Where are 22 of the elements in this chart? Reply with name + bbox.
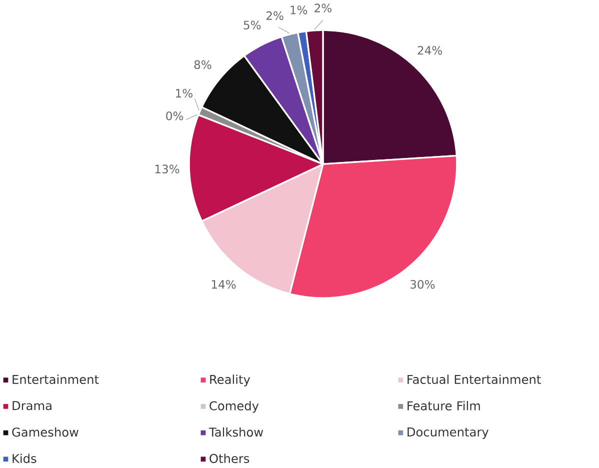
text: 0% xyxy=(166,112,184,120)
data-label: 2% xyxy=(266,11,284,20)
legend-label: Comedy xyxy=(210,401,259,413)
data-label: 30% xyxy=(410,280,435,289)
legend-label: Gameshow xyxy=(12,427,78,437)
legend-label: Others xyxy=(210,454,250,464)
legend-label: Documentary xyxy=(408,428,488,439)
legend-label: Factual Entertainment xyxy=(408,374,541,384)
data-label: 14% xyxy=(212,280,236,289)
data-label: 8% xyxy=(194,60,212,70)
legend-label: Entertainment xyxy=(12,374,99,384)
data-label: 1% xyxy=(176,88,192,98)
data-label: 5% xyxy=(244,20,261,30)
legend-label: Drama xyxy=(12,401,52,410)
data-label: 1% xyxy=(290,6,308,14)
data-label: 2% xyxy=(314,4,332,12)
legend-label: Kids xyxy=(12,454,36,464)
data-label: 24% xyxy=(418,46,442,55)
legend-label: Reality xyxy=(210,374,250,386)
legend-label: Feature Film xyxy=(408,401,480,410)
legend-label: Talkshow xyxy=(208,427,264,437)
data-label: 13% xyxy=(155,164,180,174)
